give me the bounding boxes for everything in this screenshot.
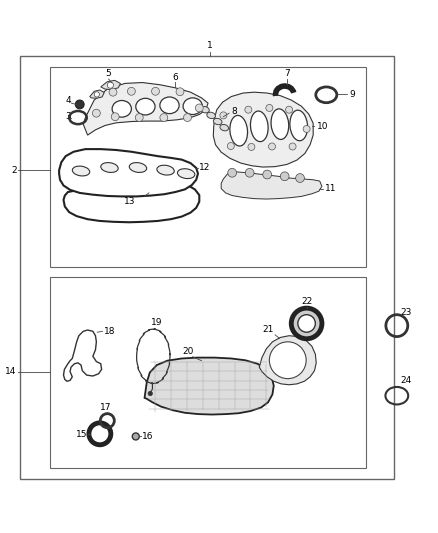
Ellipse shape [207,112,215,118]
Circle shape [266,104,273,111]
Circle shape [94,92,99,97]
Ellipse shape [220,125,229,131]
Ellipse shape [136,98,155,115]
Circle shape [132,433,139,440]
Circle shape [245,106,252,113]
Ellipse shape [201,107,209,113]
Circle shape [303,125,310,133]
Circle shape [111,113,119,120]
Polygon shape [213,92,313,167]
Text: 24: 24 [401,376,412,385]
Text: 8: 8 [231,107,237,116]
Ellipse shape [183,98,202,115]
Ellipse shape [157,165,174,175]
Circle shape [75,100,84,109]
Circle shape [135,114,143,122]
Circle shape [184,114,191,122]
Ellipse shape [230,116,247,146]
Text: 4: 4 [65,96,71,106]
Text: 1: 1 [207,41,213,50]
Ellipse shape [129,163,147,173]
Ellipse shape [112,101,131,117]
Circle shape [245,168,254,177]
Text: 17: 17 [100,403,112,412]
Polygon shape [64,174,199,222]
Polygon shape [90,90,104,98]
Polygon shape [101,80,120,90]
Circle shape [296,174,304,182]
Text: 15: 15 [76,430,88,439]
Polygon shape [59,149,198,197]
Text: 14: 14 [5,367,17,376]
Text: 16: 16 [141,432,153,441]
Circle shape [228,168,237,177]
Ellipse shape [72,166,90,176]
Circle shape [286,106,293,113]
Polygon shape [145,358,274,415]
Ellipse shape [290,110,307,141]
Text: 7: 7 [284,69,290,78]
Bar [50,67,366,266]
Circle shape [269,342,306,378]
Text: 22: 22 [301,297,312,306]
Polygon shape [221,172,322,199]
Circle shape [109,88,117,96]
Circle shape [291,308,322,339]
Text: 13: 13 [124,197,135,206]
Polygon shape [259,336,316,385]
Ellipse shape [177,169,195,179]
Text: 19: 19 [151,318,162,327]
Text: 11: 11 [325,184,336,193]
Text: 9: 9 [350,90,355,99]
Circle shape [152,87,159,95]
Text: 23: 23 [401,308,412,317]
Circle shape [195,104,203,112]
Polygon shape [83,83,208,135]
Text: 12: 12 [199,163,211,172]
Circle shape [298,314,315,332]
Ellipse shape [251,111,268,142]
Text: 5: 5 [106,69,112,78]
Circle shape [176,88,184,96]
Text: 10: 10 [317,122,328,131]
Text: 20: 20 [183,347,194,356]
Text: 6: 6 [172,72,178,82]
Text: 18: 18 [104,327,116,336]
Circle shape [227,142,234,150]
Ellipse shape [271,109,289,140]
Circle shape [107,82,113,88]
Text: 3: 3 [65,112,71,121]
Circle shape [263,170,272,179]
Circle shape [148,391,152,395]
Circle shape [92,109,100,117]
Circle shape [280,172,289,181]
Circle shape [289,143,296,150]
Bar [20,56,394,479]
Ellipse shape [213,118,222,125]
Text: 2: 2 [11,166,17,175]
Ellipse shape [101,163,118,173]
Bar [50,278,366,468]
Circle shape [248,143,255,150]
Text: 21: 21 [262,325,274,334]
Circle shape [268,143,276,150]
Ellipse shape [160,97,179,114]
Circle shape [160,114,168,122]
Circle shape [220,112,227,119]
Circle shape [127,87,135,95]
